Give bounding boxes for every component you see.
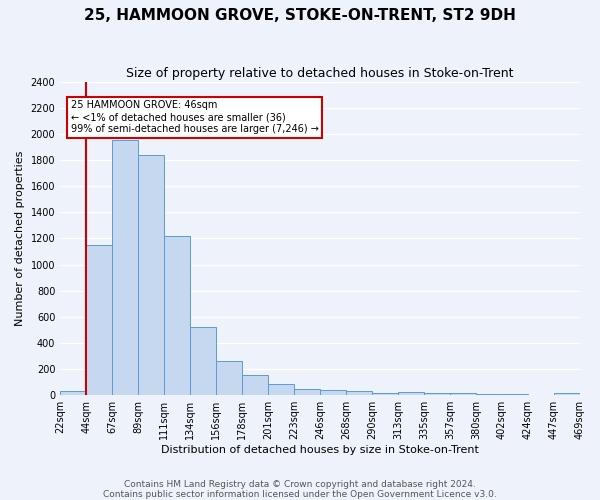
Text: Contains HM Land Registry data © Crown copyright and database right 2024.
Contai: Contains HM Land Registry data © Crown c…	[103, 480, 497, 499]
Bar	[554, 392, 580, 395]
Bar	[190, 328, 216, 395]
Bar	[138, 155, 164, 395]
Title: Size of property relative to detached houses in Stoke-on-Trent: Size of property relative to detached ho…	[127, 68, 514, 80]
Bar	[424, 392, 450, 395]
Bar	[268, 384, 294, 395]
X-axis label: Distribution of detached houses by size in Stoke-on-Trent: Distribution of detached houses by size …	[161, 445, 479, 455]
Bar	[476, 394, 502, 395]
Bar	[502, 394, 528, 395]
Text: 25, HAMMOON GROVE, STOKE-ON-TRENT, ST2 9DH: 25, HAMMOON GROVE, STOKE-ON-TRENT, ST2 9…	[84, 8, 516, 22]
Text: 25 HAMMOON GROVE: 46sqm
← <1% of detached houses are smaller (36)
99% of semi-de: 25 HAMMOON GROVE: 46sqm ← <1% of detache…	[71, 100, 319, 134]
Y-axis label: Number of detached properties: Number of detached properties	[15, 151, 25, 326]
Bar	[86, 245, 112, 395]
Bar	[60, 392, 86, 395]
Bar	[242, 375, 268, 395]
Bar	[346, 390, 372, 395]
Bar	[320, 390, 346, 395]
Bar	[164, 236, 190, 395]
Bar	[216, 360, 242, 395]
Bar	[294, 389, 320, 395]
Bar	[372, 392, 398, 395]
Bar	[528, 394, 554, 395]
Bar	[398, 392, 424, 395]
Bar	[450, 393, 476, 395]
Bar	[112, 140, 138, 395]
